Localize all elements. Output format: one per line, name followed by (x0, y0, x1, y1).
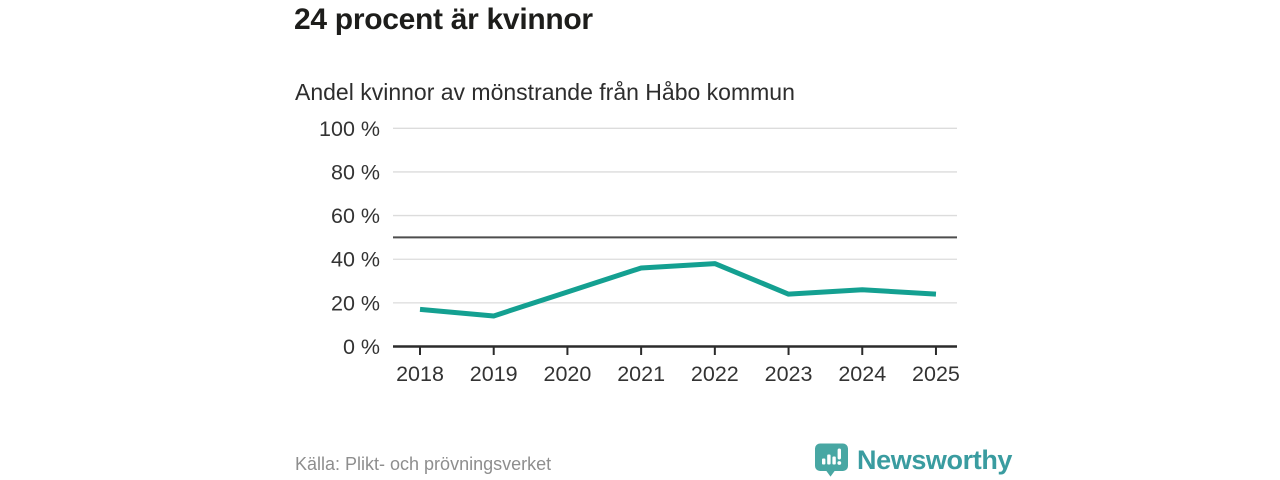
y-tick-label: 0 % (343, 335, 380, 359)
y-tick-label: 100 % (319, 117, 380, 141)
newsworthy-icon (815, 443, 848, 477)
newsworthy-logo: Newsworthy (813, 442, 1012, 478)
x-tick-label: 2024 (838, 362, 886, 386)
x-tick-label: 2025 (912, 362, 960, 386)
logo-exclamation-dot (837, 461, 842, 465)
y-tick-label: 40 % (331, 248, 380, 272)
x-tick-label: 2021 (617, 362, 665, 386)
x-tick-label: 2019 (470, 362, 518, 386)
y-axis-labels: 0 % 20 % 40 % 60 % 80 % 100 % (319, 117, 380, 359)
x-tick-label: 2020 (543, 362, 591, 386)
headline: 24 procent är kvinnor (294, 3, 593, 36)
logo-exclamation-bar (837, 448, 841, 460)
speech-bubble-shape (815, 443, 848, 477)
gridlines (393, 127, 957, 304)
series-line-andel-kvinnor (419, 261, 937, 319)
x-tick-label: 2018 (396, 362, 444, 386)
y-tick-label: 60 % (331, 204, 380, 228)
x-axis-labels: 2018 2019 2020 2021 2022 2023 2024 2025 (396, 347, 960, 386)
y-tick-label: 80 % (331, 160, 380, 184)
chart-title: Andel kvinnor av mönstrande från Håbo ko… (295, 79, 795, 105)
y-tick-label: 20 % (331, 291, 380, 315)
logo-bar-3 (832, 456, 836, 465)
newsworthy-wordmark: Newsworthy (857, 445, 1013, 475)
logo-bar-1 (822, 458, 826, 465)
logo-bar-2 (827, 454, 831, 465)
x-tick-label: 2022 (691, 362, 739, 386)
source-note: Källa: Plikt- och prövningsverket (295, 454, 552, 474)
x-tick-label: 2023 (765, 362, 813, 386)
